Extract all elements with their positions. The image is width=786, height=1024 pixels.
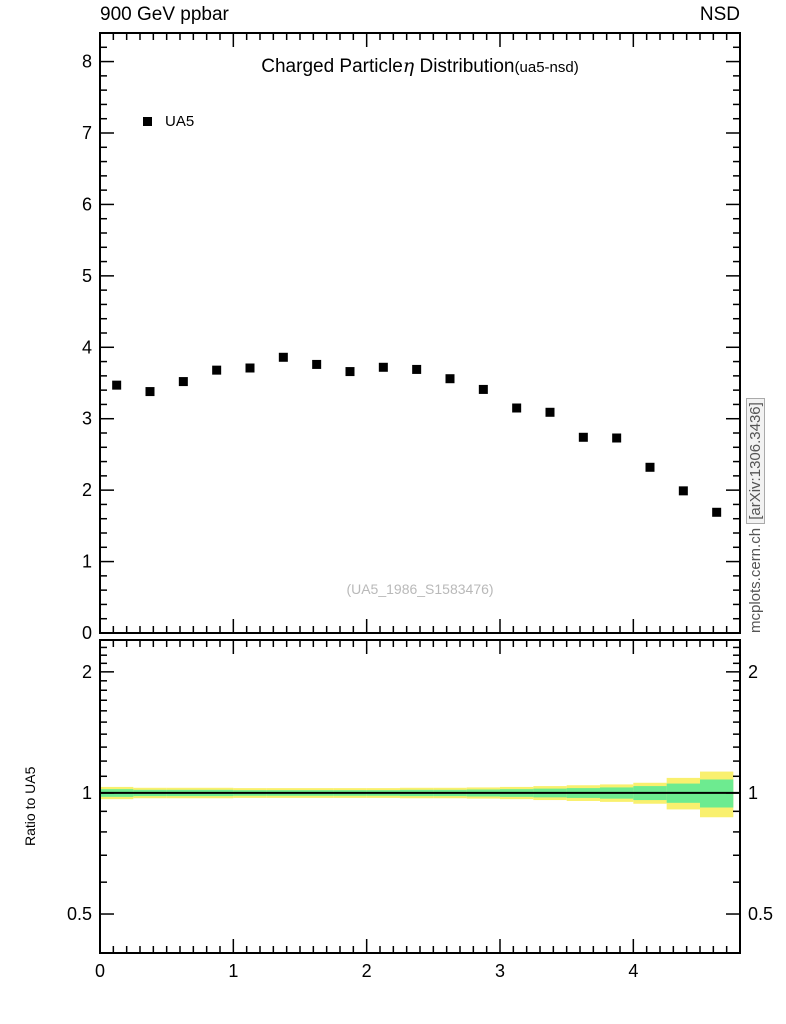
svg-text:2: 2 <box>748 662 758 682</box>
svg-text:4: 4 <box>82 337 92 357</box>
legend: UA5 <box>143 113 194 130</box>
axis-ticks <box>99 32 741 954</box>
svg-text:5: 5 <box>82 266 92 286</box>
svg-text:2: 2 <box>362 961 372 981</box>
beam-energy-label: 900 GeV ppbar <box>100 4 229 25</box>
ua5-marker-icon <box>143 117 152 126</box>
ratio-bands <box>100 771 740 818</box>
svg-text:2: 2 <box>82 480 92 500</box>
arxiv-ref: [arXiv:1306.3436] <box>746 398 765 524</box>
svg-text:3: 3 <box>495 961 505 981</box>
ratio-axis-label: Ratio to UA5 <box>22 766 38 846</box>
plot-title-suffix: (ua5-nsd) <box>514 59 579 76</box>
event-class-label: NSD <box>699 4 740 25</box>
panel-frames <box>99 32 741 954</box>
svg-text:0: 0 <box>95 961 105 981</box>
svg-text:1: 1 <box>228 961 238 981</box>
eta-symbol: η <box>402 55 415 77</box>
svg-text:4: 4 <box>628 961 638 981</box>
svg-text:0: 0 <box>82 623 92 643</box>
mcplots-url: mcplots.cern.ch <box>747 527 764 633</box>
svg-text:6: 6 <box>82 194 92 214</box>
svg-text:1: 1 <box>82 552 92 572</box>
svg-text:0.5: 0.5 <box>748 904 773 924</box>
svg-text:0.5: 0.5 <box>67 904 92 924</box>
svg-text:3: 3 <box>82 409 92 429</box>
svg-text:1: 1 <box>748 783 758 803</box>
legend-label: UA5 <box>165 113 195 130</box>
dataset-watermark: (UA5_1986_S1583476) <box>346 581 494 597</box>
svg-text:7: 7 <box>82 123 92 143</box>
attribution-label: mcplots.cern.ch [arXiv:1306.3436] <box>746 398 765 633</box>
svg-text:2: 2 <box>82 662 92 682</box>
plot-title: Charged Particleη Distribution(ua5-nsd) <box>100 55 740 78</box>
axis-tick-labels: 0 1 2 3 4 5 6 7 8 0.5 0.5 1 1 2 2 0 1 2 3 4 <box>67 52 773 981</box>
data-points <box>112 352 722 517</box>
plot-title-text-2: Distribution <box>414 56 515 77</box>
svg-text:1: 1 <box>82 783 92 803</box>
plot-title-text: Charged Particle <box>261 56 403 77</box>
svg-text:8: 8 <box>82 52 92 72</box>
